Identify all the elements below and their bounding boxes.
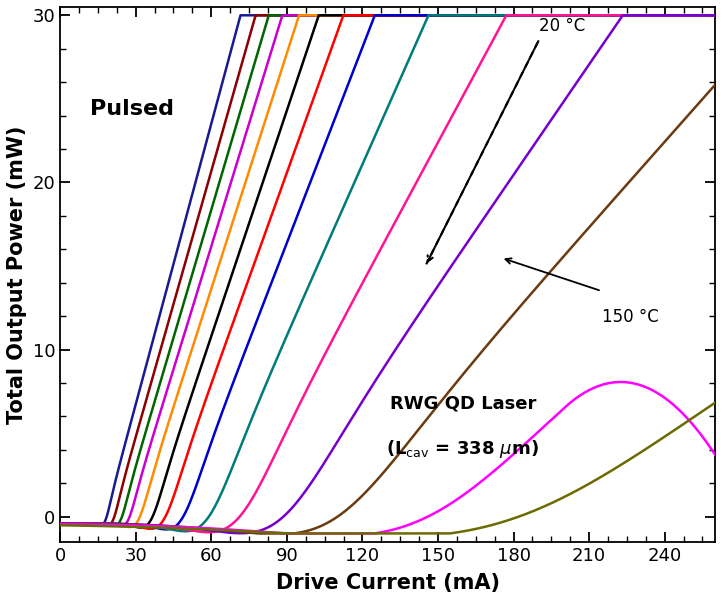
Text: 150 °C: 150 °C [601,308,658,326]
X-axis label: Drive Current (mA): Drive Current (mA) [276,573,500,593]
Text: (L$_\mathrm{cav}$ = 338 $\mu$m): (L$_\mathrm{cav}$ = 338 $\mu$m) [386,437,539,460]
Y-axis label: Total Output Power (mW): Total Output Power (mW) [7,125,27,424]
Text: RWG QD Laser: RWG QD Laser [390,394,536,412]
Text: Pulsed: Pulsed [90,99,174,119]
Text: 20 °C: 20 °C [539,17,585,35]
